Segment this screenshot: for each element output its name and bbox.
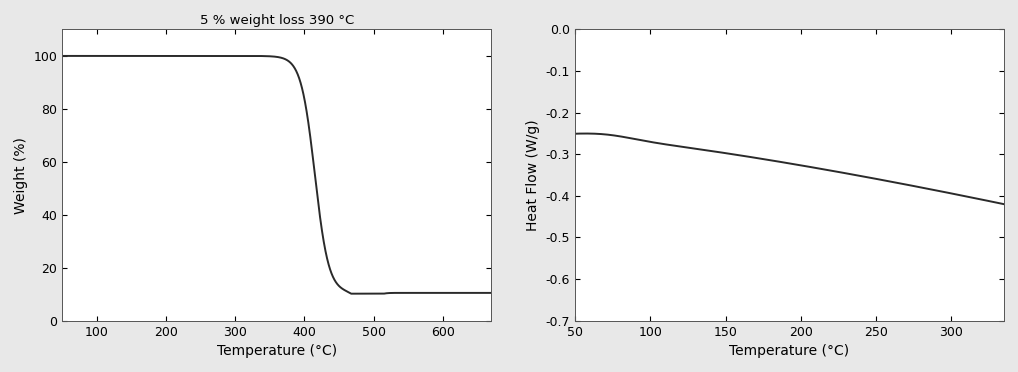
X-axis label: Temperature (°C): Temperature (°C) xyxy=(217,344,337,358)
Title: 5 % weight loss 390 °C: 5 % weight loss 390 °C xyxy=(200,14,354,27)
X-axis label: Temperature (°C): Temperature (°C) xyxy=(730,344,850,358)
Y-axis label: Weight (%): Weight (%) xyxy=(14,137,27,214)
Y-axis label: Heat Flow (W/g): Heat Flow (W/g) xyxy=(526,119,540,231)
